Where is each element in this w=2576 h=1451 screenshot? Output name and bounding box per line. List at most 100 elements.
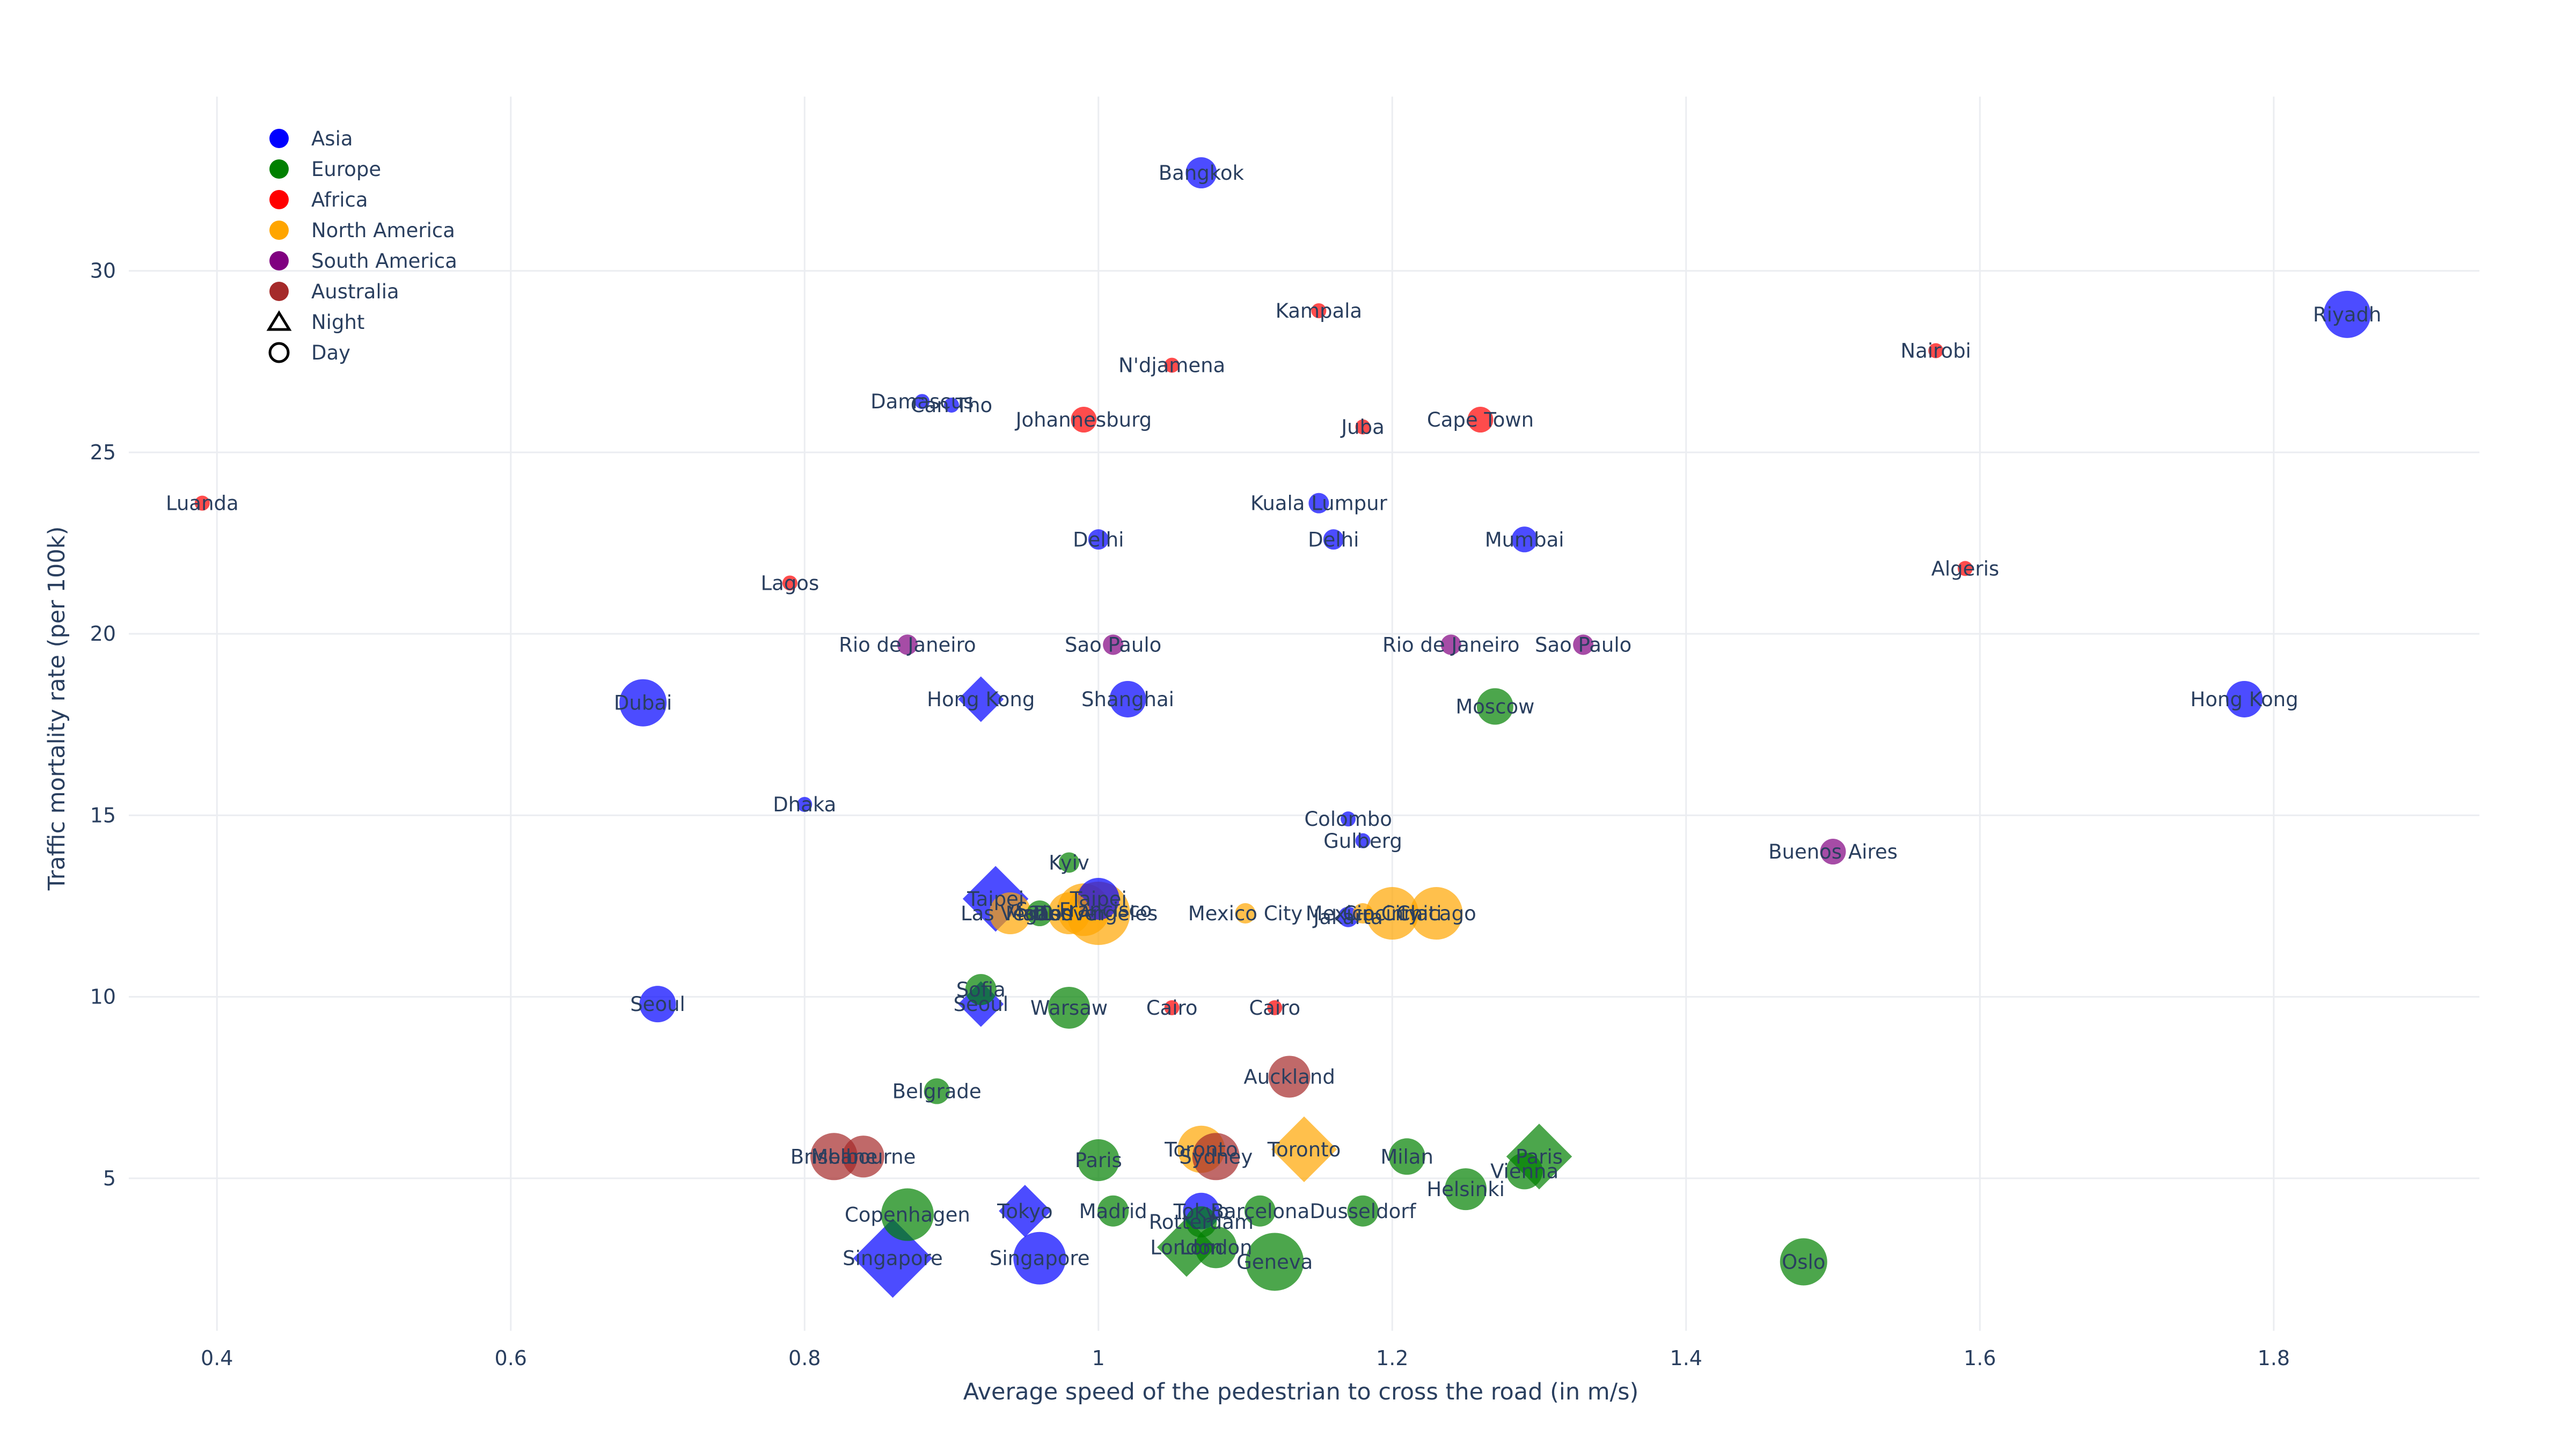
data-point	[924, 1078, 950, 1104]
data-point	[1164, 1000, 1180, 1015]
point-label: N'djamena	[1118, 354, 1225, 377]
data-point	[1467, 407, 1494, 433]
point-label: Dusseldorf	[1310, 1200, 1417, 1223]
point-label: Rio de Janeiro	[1382, 633, 1520, 656]
point-label: Melbourne	[811, 1145, 916, 1168]
point-label: Milan	[1380, 1145, 1433, 1168]
data-point	[989, 892, 1031, 935]
x-tick-label: 1.4	[1670, 1346, 1702, 1370]
legend-label: Day	[311, 341, 350, 364]
data-point	[1820, 839, 1846, 865]
point-label: Kyiv	[1049, 851, 1089, 874]
point-label: Taipei	[1070, 888, 1127, 911]
point-label: Hong Kong	[2190, 688, 2298, 711]
point-label: Toronto	[1164, 1138, 1238, 1161]
point-label: Warsaw	[1030, 996, 1108, 1020]
data-point	[2226, 680, 2263, 717]
data-point	[1059, 852, 1079, 873]
data-point	[1097, 1195, 1129, 1227]
point-label: Toronto	[1267, 1138, 1341, 1161]
legend-marker	[269, 251, 289, 270]
point-label: Algeris	[1931, 557, 2000, 580]
data-point	[797, 797, 813, 812]
data-point-diamond	[1271, 1116, 1337, 1183]
point-label: Cincinnati	[1343, 902, 1442, 925]
data-point	[1311, 303, 1327, 319]
point-label: Sao Paulo	[1065, 633, 1161, 656]
data-point	[1192, 1133, 1240, 1181]
point-label: Juba	[1340, 416, 1385, 439]
data-point	[1164, 357, 1180, 373]
legend-label: North America	[311, 219, 455, 242]
point-label: Vienna	[1490, 1160, 1558, 1183]
data-point	[194, 495, 210, 511]
legend-label: Australia	[311, 280, 399, 303]
x-tick-label: 1.2	[1376, 1346, 1408, 1370]
data-point	[1308, 493, 1329, 514]
data-point	[1077, 1139, 1119, 1182]
point-label: Jakarta	[1312, 906, 1382, 929]
point-label: Kampala	[1276, 299, 1362, 323]
y-tick-label: 10	[90, 985, 116, 1009]
point-label: Sao Paulo	[1535, 633, 1631, 656]
legend-marker	[269, 282, 289, 301]
data-point-diamond	[958, 676, 1004, 722]
data-point	[2323, 290, 2371, 338]
axis-ticks: 0.4 0.6 0.8 1 1.2 1.4 1.6 1.8 5 10 15 20 25 30	[90, 259, 2290, 1370]
data-point	[1511, 526, 1538, 553]
legend: Asia Europe Africa North America South Ameri…	[266, 127, 457, 364]
point-label: Seoul	[630, 993, 685, 1016]
data-point	[1341, 811, 1356, 827]
point-label: Singapore	[843, 1247, 943, 1270]
point-label: Luanda	[166, 492, 239, 515]
x-tick-label: 1	[1092, 1346, 1105, 1370]
point-label: Tokyo	[1173, 1200, 1230, 1223]
point-label: Mexico City	[1188, 902, 1302, 925]
grid-lines	[129, 97, 2479, 1331]
data-point	[1246, 1233, 1304, 1291]
data-point	[944, 398, 959, 413]
point-label: Gulberg	[1323, 830, 1402, 853]
data-point	[1235, 903, 1256, 924]
point-labels: Bangkok Riyadh Kampala Nairobi N'djamena Dama…	[166, 162, 2381, 1273]
y-tick-label: 30	[90, 259, 116, 283]
data-point	[1355, 833, 1371, 848]
point-label: Taipei	[967, 888, 1024, 911]
point-label: Paris	[1516, 1145, 1563, 1168]
legend-marker	[269, 129, 289, 148]
data-point-diamond	[999, 1185, 1051, 1237]
data-point	[1027, 900, 1053, 927]
y-tick-label: 20	[90, 622, 116, 646]
point-label: Barcelona	[1211, 1200, 1310, 1223]
data-point	[1957, 561, 1973, 576]
point-label: Singapore	[990, 1247, 1090, 1270]
data-point	[1071, 407, 1097, 433]
point-label: Denver	[1033, 902, 1106, 925]
data-point	[1928, 343, 1944, 358]
point-label: Rotterdam	[1149, 1211, 1254, 1234]
point-label: Dhaka	[773, 793, 836, 816]
data-point	[1352, 903, 1373, 924]
data-point	[1388, 1138, 1425, 1175]
point-label: Auckland	[1243, 1065, 1335, 1088]
data-point	[914, 394, 930, 409]
x-tick-label: 1.6	[1964, 1346, 1996, 1370]
data-point	[619, 679, 667, 727]
legend-marker-triangle	[266, 310, 292, 331]
legend-marker	[269, 159, 289, 179]
legend-label: Asia	[311, 127, 353, 150]
data-point	[881, 1188, 934, 1241]
point-label: Delhi	[1073, 528, 1124, 551]
data-point	[1109, 680, 1146, 717]
point-label: London	[1150, 1236, 1223, 1259]
point-label: Belgrade	[892, 1080, 982, 1103]
data-point	[1476, 688, 1513, 725]
point-label: Johannesburg	[1015, 408, 1152, 431]
point-label: Madrid	[1006, 902, 1074, 925]
y-tick-label: 5	[103, 1167, 116, 1190]
point-label: Seoul	[953, 993, 1008, 1016]
data-point	[1445, 1168, 1487, 1211]
point-label: Cairo	[1146, 996, 1198, 1020]
y-axis-title: Traffic mortality rate (per 100k)	[43, 526, 70, 891]
